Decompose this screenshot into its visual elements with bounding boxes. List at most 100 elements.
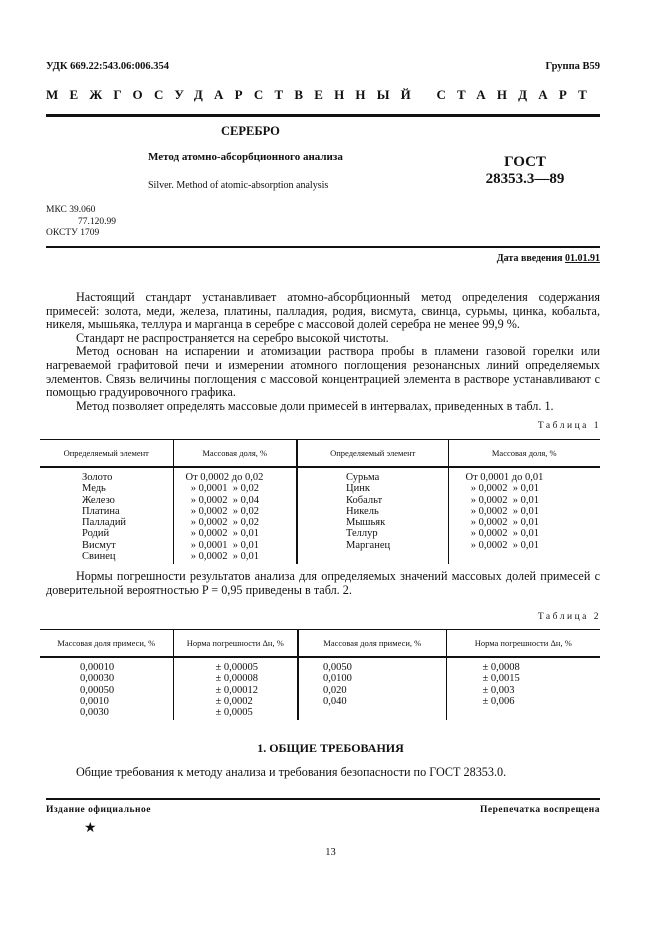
mks-label: МКС	[46, 205, 67, 215]
table-cell-line: Никель	[346, 505, 379, 517]
table-cell-line: 0,0050	[323, 662, 352, 673]
table-cell-line: ± 0,0015	[482, 673, 520, 685]
classification-codes: МКС 39.060 77.120.99 ОКСТУ 1709	[46, 205, 116, 240]
table-cell-line: Медь	[82, 483, 106, 495]
table1-label: Таблица 1	[537, 421, 601, 431]
paragraph: Метод позволяет определять массовые доли…	[76, 398, 554, 413]
fraction-list: 0,00010 0,00030 0,00050 0,0010 0,0030	[40, 657, 173, 720]
fraction-list: 0,0050 0,0100 0,020 0,040	[297, 657, 446, 721]
date-value: 01.01.91	[565, 253, 600, 264]
table-cell-line: Кобальт	[346, 494, 383, 506]
standard-banner: МЕЖГОСУДАРСТВЕННЫЙ СТАНДАРТ	[46, 87, 599, 102]
paragraph: Стандарт не распространяется на серебро …	[76, 330, 389, 345]
document-title: СЕРЕБРО	[221, 124, 280, 138]
error-list: ± 0,00005 ± 0,00008 ± 0,00012 ± 0,0002 ± 0,0…	[172, 657, 298, 721]
table-cell-line: Платина	[82, 505, 120, 517]
table-cell-line: Висмут	[82, 539, 116, 551]
paragraph-2: Нормы погрешности результатов анализа дл…	[46, 569, 600, 597]
column-header: Массовая доля примеси, %	[297, 629, 446, 658]
introduction-date: Дата введения 01.01.91	[497, 253, 600, 264]
column-header: Массовая доля, %	[447, 439, 600, 468]
divider	[46, 114, 600, 117]
table-cell-line: » 0,0002 » 0,01	[465, 517, 539, 529]
section-heading: 1. ОБЩИЕ ТРЕБОВАНИЯ	[257, 741, 404, 755]
table-cell-line: 0,00010	[80, 662, 115, 673]
paragraph: Нормы погрешности результатов анализа дл…	[46, 569, 600, 597]
divider	[46, 798, 600, 800]
okstu-code: ОКСТУ 1709	[46, 228, 100, 238]
range-list: От 0,0001 до 0,01 » 0,0002 » 0,01 » 0,00…	[447, 467, 600, 565]
table-2: Массовая доля примеси, % Норма погрешност…	[40, 629, 600, 721]
table-cell-line: Свинец	[82, 551, 116, 563]
table-cell-line: Железо	[82, 494, 115, 506]
page-number: 13	[325, 847, 336, 858]
column-header: Массовая доля, %	[172, 439, 297, 468]
gost-word: ГОСТ	[504, 154, 546, 170]
table-cell-line: Цинк	[346, 483, 370, 495]
gost-number: 28353.3—89	[485, 171, 565, 187]
table-cell-line: 0,0100	[323, 673, 352, 685]
udk-code: УДК 669.22:543.06:006.354	[46, 61, 169, 72]
reprint-note: Перепечатка воспрещена	[479, 805, 600, 815]
group-code: Группа В59	[545, 61, 600, 72]
table-cell-line: Золото	[82, 472, 113, 483]
table-cell-line: ± 0,0002	[215, 695, 253, 707]
table-cell-line: 0,0010	[80, 695, 109, 707]
table-cell-line: От 0,0001 до 0,01	[465, 472, 544, 483]
range-list: От 0,0002 до 0,02 » 0,0001 » 0,02 » 0,00…	[172, 467, 297, 565]
table-cell-line: 0,00030	[80, 673, 115, 685]
table2-label: Таблица 2	[537, 612, 601, 622]
element-list: Золото Медь Железо Платина Палладий Родий Висм…	[40, 467, 173, 564]
paragraph: Настоящий стандарт устанавливает атомно-…	[46, 290, 600, 332]
table-cell-line: ± 0,0008	[482, 662, 520, 673]
paragraph: Метод основан на испарении и атомизации …	[46, 344, 600, 400]
element-list: Сурьма Цинк Кобальт Никель Мышьяк Теллур Марга…	[296, 467, 448, 565]
document-subtitle: Метод атомно-абсорбционного анализа	[148, 151, 343, 163]
table-cell-line: Палладий	[82, 517, 127, 529]
table-cell-line: » 0,0002 » 0,01	[185, 551, 259, 563]
section-text: Общие требования к методу анализа и треб…	[76, 765, 507, 779]
date-label: Дата введения	[496, 253, 563, 264]
table-1: Определяемый элемент Массовая доля, % Опре…	[40, 439, 600, 565]
table-cell-line: » 0,0002 » 0,04	[185, 494, 259, 506]
edition-note: Издание официальное	[46, 805, 152, 815]
column-header: Определяемый элемент	[296, 439, 448, 468]
table-cell-line: » 0,0002 » 0,01	[465, 483, 539, 495]
table-cell-line: » 0,0001 » 0,01	[185, 539, 259, 551]
table-cell-line: » 0,0002 » 0,01	[465, 505, 539, 517]
table-cell-line: Марганец	[346, 539, 391, 551]
table-cell-line: » 0,0002 » 0,01	[465, 528, 539, 540]
table-cell-line: ± 0,00008	[215, 673, 259, 685]
mks-code-2: 77.120.99	[78, 216, 116, 227]
table-cell-line: » 0,0002 » 0,02	[185, 517, 259, 529]
table-cell-line: Теллур	[346, 528, 378, 540]
table-cell-line: 0,040	[323, 695, 347, 707]
table-cell-line: Родий	[82, 528, 110, 540]
column-header: Норма погрешности Δн, %	[445, 629, 600, 658]
table-cell-line: » 0,0002 » 0,01	[465, 539, 539, 551]
table-cell-line: ± 0,003	[482, 684, 515, 696]
table-cell-line: Сурьма	[346, 472, 380, 483]
table-cell-line: » 0,0002 » 0,02	[185, 505, 259, 517]
table-cell-line: » 0,0002 » 0,01	[185, 528, 259, 540]
table-cell-line: Мышьяк	[346, 517, 386, 529]
table-cell-line: ± 0,00005	[215, 662, 259, 673]
table-cell-line: ± 0,00012	[215, 684, 259, 696]
table-cell-line: ± 0,006	[482, 695, 515, 707]
error-list: ± 0,0008 ± 0,0015 ± 0,003 ± 0,006	[445, 657, 600, 721]
mks-code: 39.060	[69, 205, 96, 215]
column-header: Массовая доля примеси, %	[40, 629, 173, 658]
column-header: Определяемый элемент	[40, 439, 173, 468]
table-cell-line: ± 0,0005	[215, 707, 253, 719]
table-cell-line: » 0,0002 » 0,01	[465, 494, 539, 506]
gost-label: ГОСТ 28353.3—89	[470, 154, 580, 188]
table-cell-line: 0,00050	[80, 684, 115, 696]
table-cell-line: » 0,0001 » 0,02	[185, 483, 259, 495]
english-title: Silver. Method of atomic-absorption anal…	[148, 180, 329, 191]
intro-text: Настоящий стандарт устанавливает атомно-…	[46, 290, 600, 413]
table-cell-line: От 0,0002 до 0,02	[185, 472, 264, 483]
table-cell-line: 0,0030	[80, 707, 109, 719]
column-header: Норма погрешности Δн, %	[172, 629, 298, 658]
table-cell-line: 0,020	[323, 684, 347, 696]
